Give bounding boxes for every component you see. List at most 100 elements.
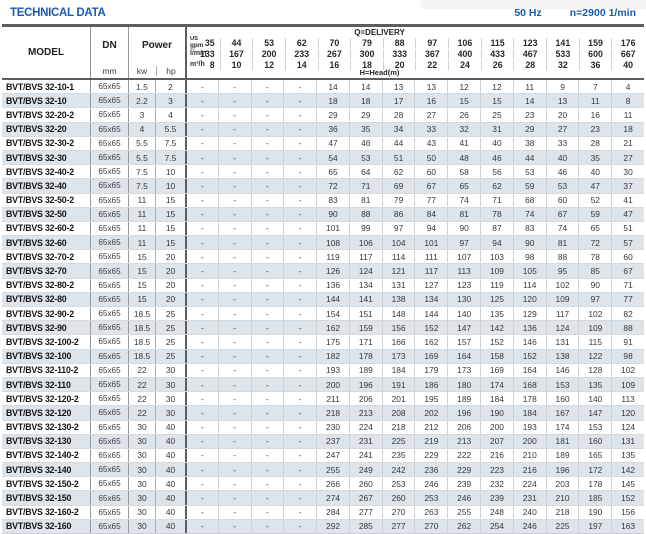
head-cell: 159 <box>348 321 382 335</box>
head-cell: 51 <box>611 221 644 236</box>
head-cell: - <box>217 236 251 250</box>
head-cell: 11 <box>611 108 644 122</box>
table-row: BVT/BVS 32-10 65x65 2.2 3- - - -18 18 17 16 15 15 14… <box>2 93 644 108</box>
head-cell: 189 <box>545 448 579 463</box>
head-cell: 270 <box>414 519 447 533</box>
head-cell: - <box>217 278 251 292</box>
head-cell: 53 <box>512 165 546 179</box>
head-cell: 255 <box>316 463 349 477</box>
head-cell: 219 <box>414 434 447 448</box>
table-row: BVT/BVS 32-30-2 65x65 5.5 7.5- - - -47 46 44 43 41… <box>2 135 644 150</box>
dn-cell: 65x65 <box>90 150 128 165</box>
head-cell: 173 <box>381 349 415 363</box>
head-cell: - <box>185 221 218 236</box>
head-cell: - <box>250 505 284 519</box>
head-cell: 239 <box>480 491 513 505</box>
head-cell: 284 <box>316 505 349 519</box>
model-cell: BVT/BVS 32-150-2 <box>6 478 79 489</box>
head-cell: 193 <box>512 420 546 434</box>
head-cell: - <box>217 420 251 434</box>
head-cell: 146 <box>512 335 546 349</box>
head-cell: 102 <box>545 278 579 292</box>
head-cell: 54 <box>316 150 349 165</box>
head-cell: 218 <box>545 505 579 519</box>
kw-cell: 22 <box>128 377 155 392</box>
hp-cell: 15 <box>155 236 185 250</box>
head-cell: 260 <box>381 491 415 505</box>
head-cell: 114 <box>381 250 415 264</box>
head-cell: 62 <box>480 179 513 193</box>
head-cell: 12 <box>480 80 513 94</box>
head-cell: 23 <box>512 108 546 122</box>
head-cell: 88 <box>611 321 644 335</box>
hp-cell: 40 <box>155 434 185 448</box>
model-cell: BVT/BVS 32-120-2 <box>6 393 79 404</box>
head-cell: 277 <box>348 505 382 519</box>
head-cell: 260 <box>348 477 382 491</box>
dn-cell: 65x65 <box>90 165 128 179</box>
head-cell: 29 <box>316 108 349 122</box>
head-cell: - <box>250 136 284 150</box>
head-cell: 94 <box>414 221 447 236</box>
kw-cell: 11 <box>128 221 155 236</box>
kw-cell: 15 <box>128 278 155 292</box>
head-cell: 270 <box>381 505 415 519</box>
head-cell: - <box>185 392 218 406</box>
head-cell: 53 <box>348 150 382 165</box>
head-cell: 138 <box>545 349 579 363</box>
head-cell: 65 <box>447 179 480 193</box>
head-cell: 18 <box>316 94 349 108</box>
hp-cell: 10 <box>155 165 185 179</box>
head-cell: 124 <box>348 264 382 278</box>
head-cell: 246 <box>414 477 447 491</box>
m3h-value: 14 <box>284 59 318 70</box>
head-cell: - <box>283 505 316 519</box>
head-cell: 267 <box>348 491 382 505</box>
table-row: BVT/BVS 32-110 65x65 22 30- - - -200 196 191 186 1… <box>2 376 644 392</box>
head-cell: 174 <box>545 420 579 434</box>
head-cell: 206 <box>447 420 480 434</box>
table-row: BVT/BVS 32-40 65x65 7.5 10- - - -72 71 69 67 65 62 5… <box>2 178 644 193</box>
head-cell: 171 <box>348 335 382 349</box>
dn-cell: 65x65 <box>90 392 128 406</box>
head-cell: 237 <box>316 434 349 448</box>
m3h-unit-label: m³/h <box>190 61 205 68</box>
kw-cell: 30 <box>128 434 155 448</box>
hp-cell: 20 <box>155 278 185 292</box>
head-cell: - <box>185 179 218 193</box>
head-cell: 83 <box>512 221 546 236</box>
head-cell: 178 <box>348 349 382 363</box>
head-cell: 255 <box>447 505 480 519</box>
head-cell: - <box>283 519 316 533</box>
head-cell: 127 <box>414 278 447 292</box>
head-cell: 123 <box>447 278 480 292</box>
head-cell: - <box>283 349 316 363</box>
frequency-info: 50 Hz n=2900 1/min <box>514 7 636 19</box>
model-cell: BVT/BVS 32-130 <box>6 436 72 447</box>
dn-cell: 65x65 <box>90 250 128 264</box>
dn-cell: 65x65 <box>90 80 128 94</box>
head-cell: - <box>283 108 316 122</box>
m3h-value: 18 <box>350 59 383 70</box>
lmin-value: 233 <box>284 48 318 59</box>
head-cell: 190 <box>480 406 513 420</box>
head-cell: 142 <box>480 321 513 335</box>
dn-cell: 65x65 <box>90 519 128 533</box>
kw-cell: 5.5 <box>128 150 155 165</box>
head-cell: 200 <box>512 434 546 448</box>
head-cell: - <box>283 377 316 392</box>
technical-data-table: MODEL DN mm Power kw hp Q=DELIVERY US gp… <box>2 24 644 534</box>
dn-cell: 65x65 <box>90 406 128 420</box>
dn-cell: 65x65 <box>90 179 128 193</box>
head-cell: 202 <box>414 406 447 420</box>
head-cell: 154 <box>316 307 349 321</box>
head-cell: 7 <box>578 80 611 94</box>
head-cell: 157 <box>447 335 480 349</box>
model-cell: BVT/BVS 32-50-2 <box>6 195 74 206</box>
head-cell: - <box>185 420 218 434</box>
head-cell: - <box>283 179 316 193</box>
head-cell: 190 <box>578 505 611 519</box>
model-cell: BVT/BVS 32-90 <box>6 322 67 333</box>
head-cell: - <box>250 264 284 278</box>
head-cell: - <box>217 179 251 193</box>
